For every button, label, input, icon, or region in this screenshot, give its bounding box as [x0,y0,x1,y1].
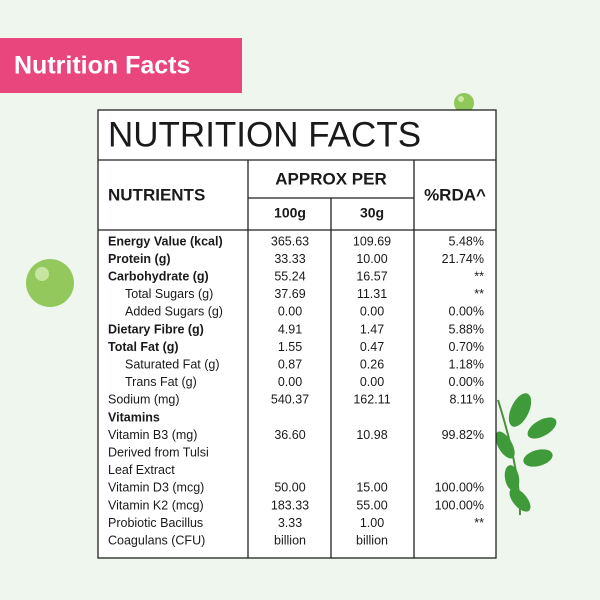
cell-rda: 21.74% [442,252,484,266]
row-label: Energy Value (kcal) [108,234,223,248]
cell-rda: 5.48% [449,234,484,248]
cell-rda: ** [474,269,484,283]
table-title: NUTRITION FACTS [108,115,421,154]
cell-100g: 1.55 [278,340,302,354]
badge [0,38,242,93]
row-label: Coagulans (CFU) [108,533,205,547]
cell-100g: 50.00 [274,481,305,495]
row-label: Dietary Fibre (g) [108,322,204,336]
row-label: Derived from Tulsi [108,445,209,459]
cell-100g: 0.87 [278,357,302,371]
cell-100g: 3.33 [278,516,302,530]
cell-100g: 4.91 [278,322,302,336]
badge-text: Nutrition Facts [14,52,190,80]
cell-rda: ** [474,287,484,301]
cell-rda: 99.82% [442,428,484,442]
header-approx-per: APPROX PER [275,169,386,188]
pea [26,259,74,307]
table-frame [97,109,497,559]
header-nutrients: NUTRIENTS [108,185,205,204]
row-label: Total Sugars (g) [125,287,213,301]
pea-highlight [458,96,464,102]
row-label: Saturated Fat (g) [125,357,220,371]
cell-100g: 33.33 [274,252,305,266]
row-label: Vitamin B3 (mg) [108,428,197,442]
cell-100g: 36.60 [274,428,305,442]
pea-highlight [35,267,49,281]
cell-30g: 10.00 [356,252,387,266]
cell-30g: 0.00 [360,375,384,389]
row-label: Added Sugars (g) [125,305,223,319]
cell-30g: 0.47 [360,340,384,354]
row-label: Total Fat (g) [108,340,179,354]
cell-100g: 540.37 [271,393,309,407]
cell-100g: 365.63 [271,234,309,248]
cell-30g: 1.00 [360,516,384,530]
cell-100g: 0.00 [278,305,302,319]
leaves [495,393,557,516]
cell-rda: ** [474,516,484,530]
cell-rda: 0.00% [449,375,484,389]
cell-30g: 11.31 [357,287,387,301]
cell-100g: 0.00 [278,375,302,389]
cell-rda: 8.11% [449,393,484,407]
cell-30g: 55.00 [356,498,387,512]
table-body: Energy Value (kcal) 365.63 109.69 5.48% Prot… [108,234,484,547]
cell-rda: 0.00% [449,305,484,319]
row-label: Trans Fat (g) [125,375,197,389]
row-label: Carbohydrate (g) [108,269,209,283]
cell-30g: 10.98 [356,428,387,442]
cell-100g: 55.24 [274,269,305,283]
cell-rda: 100.00% [435,481,484,495]
cell-30g: 162.11 [353,393,390,407]
cell-rda: 5.88% [449,322,484,336]
cell-30g: 16.57 [356,269,387,283]
cell-100g: billion [274,533,306,547]
row-label: Protein (g) [108,252,171,266]
cell-30g: 15.00 [356,481,387,495]
row-label: Sodium (mg) [108,393,180,407]
cell-rda: 100.00% [435,498,484,512]
row-label: Vitamin D3 (mcg) [108,481,204,495]
cell-30g: billion [356,533,388,547]
row-label: Probiotic Bacillus [108,516,203,530]
cell-100g: 183.33 [271,498,309,512]
row-label: Vitamin K2 (mcg) [108,498,204,512]
cell-rda: 0.70% [449,340,484,354]
header-100g: 100g [274,205,306,221]
row-label: Vitamins [108,410,160,424]
cell-30g: 109.69 [353,234,391,248]
cell-30g: 1.47 [360,322,384,336]
cell-30g: 0.26 [360,357,384,371]
header-rda: %RDA^ [424,185,486,204]
cell-rda: 1.18% [449,357,484,371]
cell-100g: 37.69 [274,287,305,301]
row-label: Leaf Extract [108,463,175,477]
cell-30g: 0.00 [360,305,384,319]
header-30g: 30g [360,205,384,221]
